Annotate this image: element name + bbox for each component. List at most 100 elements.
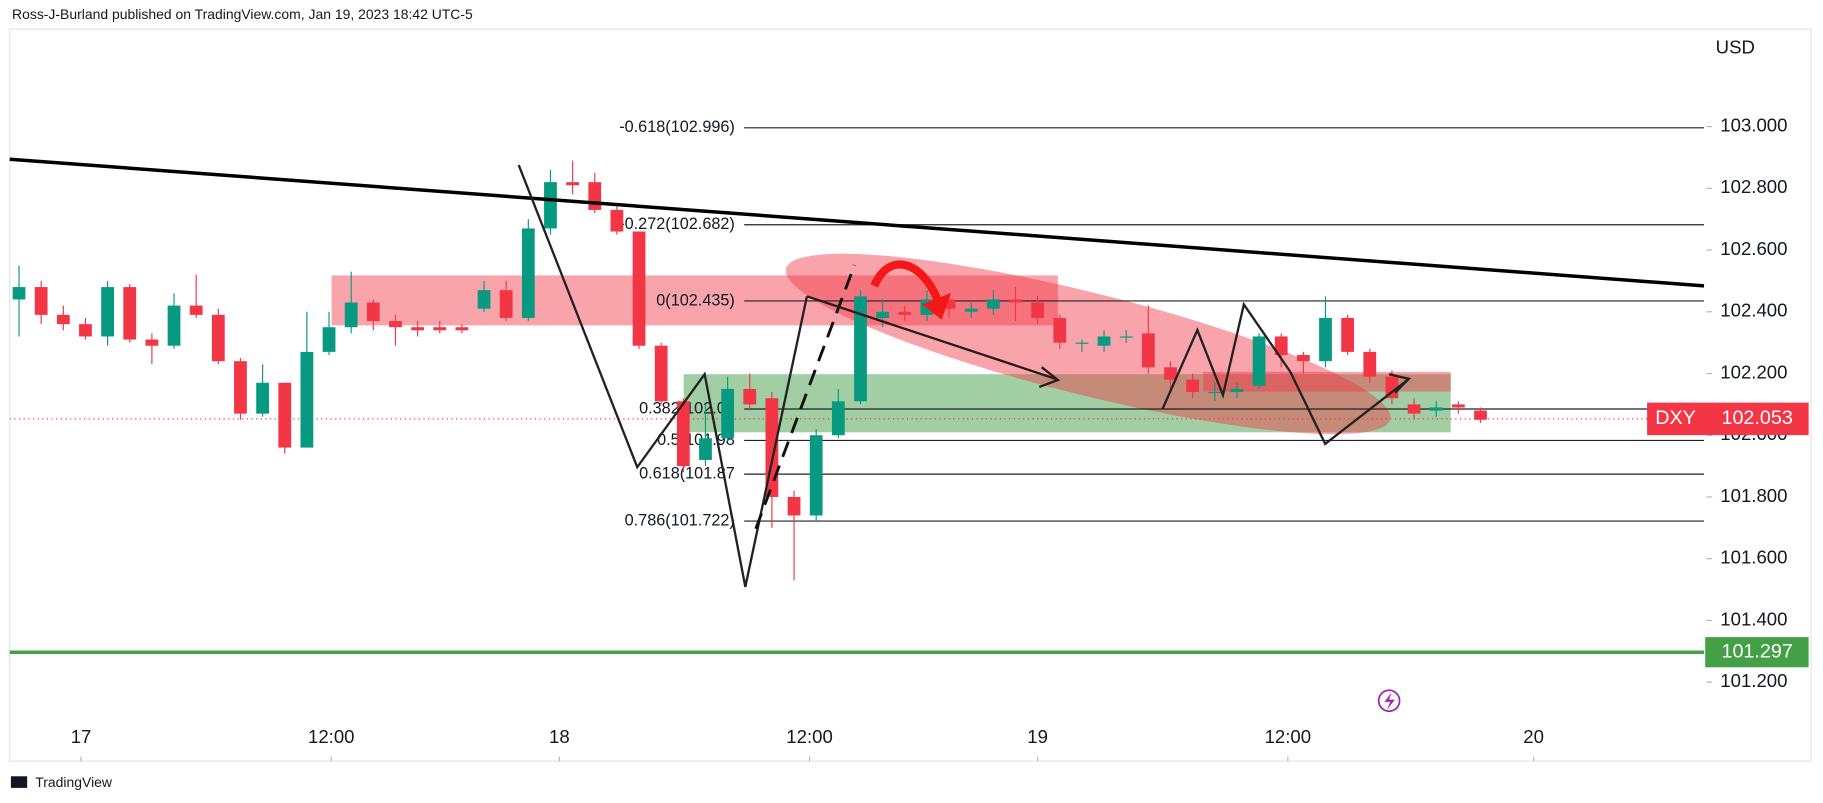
candle-body	[588, 182, 602, 210]
x-tick-label: 20	[1523, 726, 1544, 747]
fib-label: 0.618(101.87	[639, 464, 735, 482]
candle-body	[1363, 351, 1377, 377]
event-icon	[1377, 689, 1401, 713]
candle-body	[1009, 299, 1022, 303]
arrow-line	[806, 295, 1056, 380]
candle-body	[1252, 336, 1266, 386]
price-layer: 101.200101.400101.600101.800102.000102.2…	[9, 114, 1809, 762]
y-tick-label: 102.200	[1720, 361, 1787, 382]
candle-body	[964, 308, 978, 312]
candle-body	[322, 327, 336, 352]
candle-body	[1429, 407, 1443, 411]
candle-body	[942, 299, 956, 309]
candle-body	[499, 290, 513, 318]
candle-body	[366, 302, 380, 322]
candle-body	[544, 182, 557, 229]
candle-body	[455, 327, 469, 331]
candle-body	[211, 314, 225, 362]
trend-line	[9, 157, 1705, 288]
arrow-head	[1388, 373, 1412, 394]
curved-arrow-head	[921, 292, 952, 320]
candle-body	[721, 388, 735, 439]
candle-body	[12, 287, 26, 300]
drawings: DXY 102.053	[9, 157, 1809, 788]
candle-body	[521, 228, 535, 318]
x-tick-label: 19	[1027, 726, 1048, 747]
x-tick-label: 12:00	[786, 726, 833, 747]
candle-body	[876, 311, 890, 318]
candle-body	[189, 305, 203, 315]
candle-body	[1230, 388, 1244, 393]
candle-body	[654, 345, 668, 402]
y-tick-label: 101.800	[1720, 485, 1787, 506]
y-tick-label: 103.000	[1720, 114, 1787, 135]
candle-body	[389, 321, 402, 328]
candle-body	[34, 287, 48, 315]
candle-body	[787, 496, 801, 516]
candle-body	[632, 231, 646, 346]
zigzag	[1161, 301, 1410, 446]
y-tick-label: 102.800	[1720, 176, 1787, 197]
candle-body	[854, 296, 867, 402]
support-price-label: 101.297	[1721, 640, 1792, 662]
candle-body	[256, 382, 269, 414]
y-tick-label: 101.600	[1720, 547, 1787, 568]
candle-body	[610, 209, 624, 232]
candle-body	[1164, 367, 1177, 380]
dashed-path	[754, 264, 856, 530]
candle-body	[1296, 354, 1310, 362]
fib-label: -0.618(102.996)	[619, 118, 735, 136]
y-tick-label: 102.600	[1720, 238, 1787, 259]
support-price-box	[1705, 637, 1809, 668]
y-axis-label: USD	[1716, 37, 1755, 58]
candle-body	[1097, 336, 1111, 346]
candle-body	[676, 401, 690, 467]
candle-body	[411, 327, 425, 331]
x-tick-label: 17	[71, 726, 92, 747]
candle-body	[56, 314, 70, 325]
footer: TradingView	[35, 774, 113, 790]
candle-body	[1141, 333, 1155, 368]
candle-body	[566, 182, 580, 186]
curved-arrow	[870, 260, 944, 306]
candle-body	[1407, 404, 1421, 414]
candle-body	[743, 388, 757, 405]
event-icon-bolt	[1384, 692, 1395, 711]
candle-body	[300, 351, 314, 448]
candle-body	[1031, 302, 1045, 318]
last-price-symbol: DXY	[1655, 407, 1696, 429]
candle-body	[986, 299, 1000, 309]
last-price-label: 102.053	[1721, 407, 1792, 429]
candle-body	[1474, 410, 1487, 420]
candle-body	[809, 435, 823, 516]
candle-body	[433, 327, 447, 331]
fib-label: -0.272(102.682)	[619, 215, 735, 233]
candle-body	[167, 305, 181, 346]
zigzag	[517, 164, 809, 588]
last-price-box	[1647, 402, 1809, 436]
candle-body	[101, 287, 114, 337]
fib-label: 0(102.435)	[656, 291, 735, 309]
candle-body	[898, 311, 912, 315]
header: Ross-J-Burland published on TradingView.…	[12, 6, 473, 22]
candle-body	[1119, 336, 1133, 338]
logo	[10, 776, 28, 788]
candle-body	[79, 324, 92, 337]
y-tick-label: 101.400	[1720, 608, 1787, 629]
candle-body	[831, 401, 845, 436]
y-tick-label: 101.200	[1720, 670, 1787, 691]
candle-body	[1208, 392, 1222, 394]
candle-body	[477, 290, 491, 309]
fib-label: 0.786(101.722)	[625, 511, 735, 529]
candle-body	[145, 339, 159, 346]
candle-body	[699, 438, 712, 460]
candle-body	[1186, 379, 1200, 393]
candle-body	[344, 302, 358, 328]
x-tick-label: 12:00	[308, 726, 355, 747]
candle-body	[123, 287, 137, 340]
candle-body	[1319, 317, 1332, 362]
candle-body	[1341, 317, 1355, 352]
y-tick-label: 102.400	[1720, 300, 1787, 321]
